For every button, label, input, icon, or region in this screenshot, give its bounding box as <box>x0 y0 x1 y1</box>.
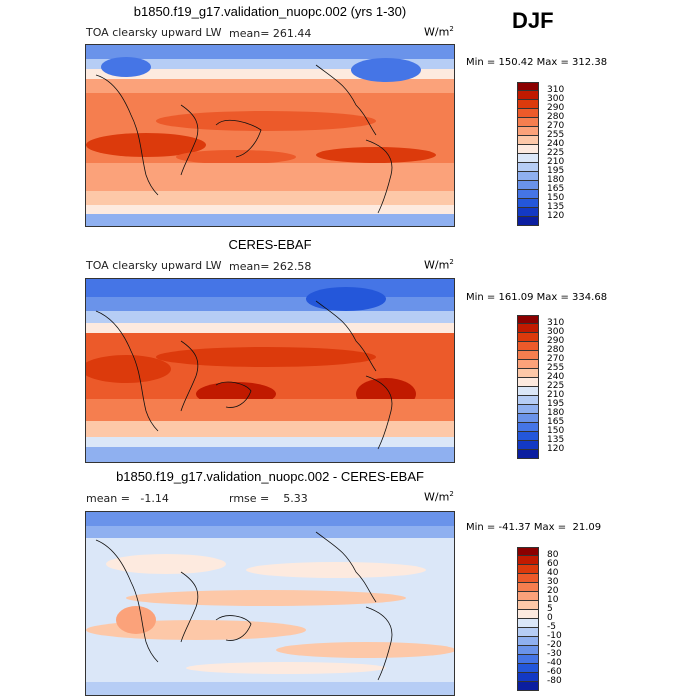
panel-3-coastlines <box>95 531 393 681</box>
panel-2-colorbar-label: 280 <box>547 345 565 355</box>
panel-3-min-max: Min = -41.37 Max = 21.09 <box>466 522 602 533</box>
panel-1-colorbar-label: 195 <box>547 166 565 176</box>
panel-3-map-field <box>86 512 454 695</box>
panel-1-colorbar-label: 280 <box>547 112 565 122</box>
panel-3-colorbar-label: 5 <box>547 604 553 614</box>
panel-1-title: b1850.f19_g17.validation_nuopc.002 (yrs … <box>133 4 407 19</box>
panel-1-colorbar-label: 255 <box>547 130 565 140</box>
panel-3-colorbar-label: 60 <box>547 559 559 569</box>
panel-2-colorbar-label: 195 <box>547 399 565 409</box>
panel-3-colorbar-label: 80 <box>547 550 559 560</box>
panel-1-colorbar-label: 120 <box>547 211 565 221</box>
panel-3-colorbar-label: -10 <box>547 631 562 641</box>
panel-1-coastlines <box>95 64 393 214</box>
panel-2-map <box>85 278 455 463</box>
panel-1-colorbar-label: 290 <box>547 103 565 113</box>
panel-1-colorbar-label: 150 <box>547 193 565 203</box>
panel-1-min-max: Min = 150.42 Max = 312.38 <box>466 57 608 68</box>
panel-1-colorbar-label: 270 <box>547 121 565 131</box>
panel-2-mean-label: mean= 262.58 <box>229 260 312 273</box>
panel-2-colorbar-label: 135 <box>547 435 565 445</box>
panel-3-colorbar-label: 40 <box>547 568 559 578</box>
panel-3-colorbar-label: -60 <box>547 667 562 677</box>
panel-2-variable-label: TOA clearsky upward LW <box>86 259 222 272</box>
panel-3-units: W/m2 <box>424 490 454 504</box>
panel-1-map-field <box>86 45 454 226</box>
panel-2-coastlines <box>95 300 393 450</box>
panel-2-colorbar-label: 150 <box>547 426 565 436</box>
panel-2-colorbar-label: 120 <box>547 444 565 454</box>
panel-2-colorbar-label: 255 <box>547 363 565 373</box>
panel-3-colorbar-label: -20 <box>547 640 562 650</box>
panel-2-min-max: Min = 161.09 Max = 334.68 <box>466 292 608 303</box>
panel-3-colorbar-label: -40 <box>547 658 562 668</box>
panel-2-units: W/m2 <box>424 258 454 272</box>
panel-3-colorbar-label: 10 <box>547 595 559 605</box>
panel-3-colorbar-label: 30 <box>547 577 559 587</box>
panel-3-colorbar-label: -5 <box>547 622 556 632</box>
panel-2-colorbar-label: 210 <box>547 390 565 400</box>
panel-1-colorbar-label: 240 <box>547 139 565 149</box>
season-label: DJF <box>512 8 554 33</box>
panel-2-title: CERES-EBAF <box>228 237 312 252</box>
panel-2-colorbar-label: 300 <box>547 327 565 337</box>
panel-3-colorbar-label: 0 <box>547 613 553 623</box>
panel-1-colorbar-label: 300 <box>547 94 565 104</box>
panel-2-colorbar-label: 270 <box>547 354 565 364</box>
panel-1-colorbar-label: 180 <box>547 175 565 185</box>
panel-2-colorbar-label: 225 <box>547 381 565 391</box>
panel-1-variable-label: TOA clearsky upward LW <box>86 26 222 39</box>
panel-3-rmse-label: rmse = 5.33 <box>229 492 308 505</box>
panel-2-colorbar-label: 180 <box>547 408 565 418</box>
panel-1-colorbar-label: 210 <box>547 157 565 167</box>
panel-2-map-field <box>86 279 454 462</box>
panel-1-colorbar-label: 165 <box>547 184 565 194</box>
panel-3-colorbar-label: 20 <box>547 586 559 596</box>
panel-3-title: b1850.f19_g17.validation_nuopc.002 - CER… <box>116 469 424 484</box>
panel-2-colorbar <box>517 315 539 459</box>
panel-1-colorbar-label: 310 <box>547 85 565 95</box>
panel-1-units: W/m2 <box>424 25 454 39</box>
panel-3-mean-label: mean = -1.14 <box>86 492 169 505</box>
panel-2-colorbar-label: 165 <box>547 417 565 427</box>
panel-3-colorbar-label: -80 <box>547 676 562 686</box>
panel-1-mean-label: mean= 261.44 <box>229 27 312 40</box>
panel-1-colorbar-label: 135 <box>547 202 565 212</box>
panel-2-colorbar-label: 310 <box>547 318 565 328</box>
panel-2-colorbar-label: 240 <box>547 372 565 382</box>
panel-1-colorbar-label: 225 <box>547 148 565 158</box>
panel-1-map <box>85 44 455 227</box>
panel-2-colorbar-label: 290 <box>547 336 565 346</box>
panel-3-map <box>85 511 455 696</box>
panel-1-colorbar <box>517 82 539 226</box>
panel-3-colorbar-label: -30 <box>547 649 562 659</box>
panel-3-colorbar <box>517 547 539 691</box>
